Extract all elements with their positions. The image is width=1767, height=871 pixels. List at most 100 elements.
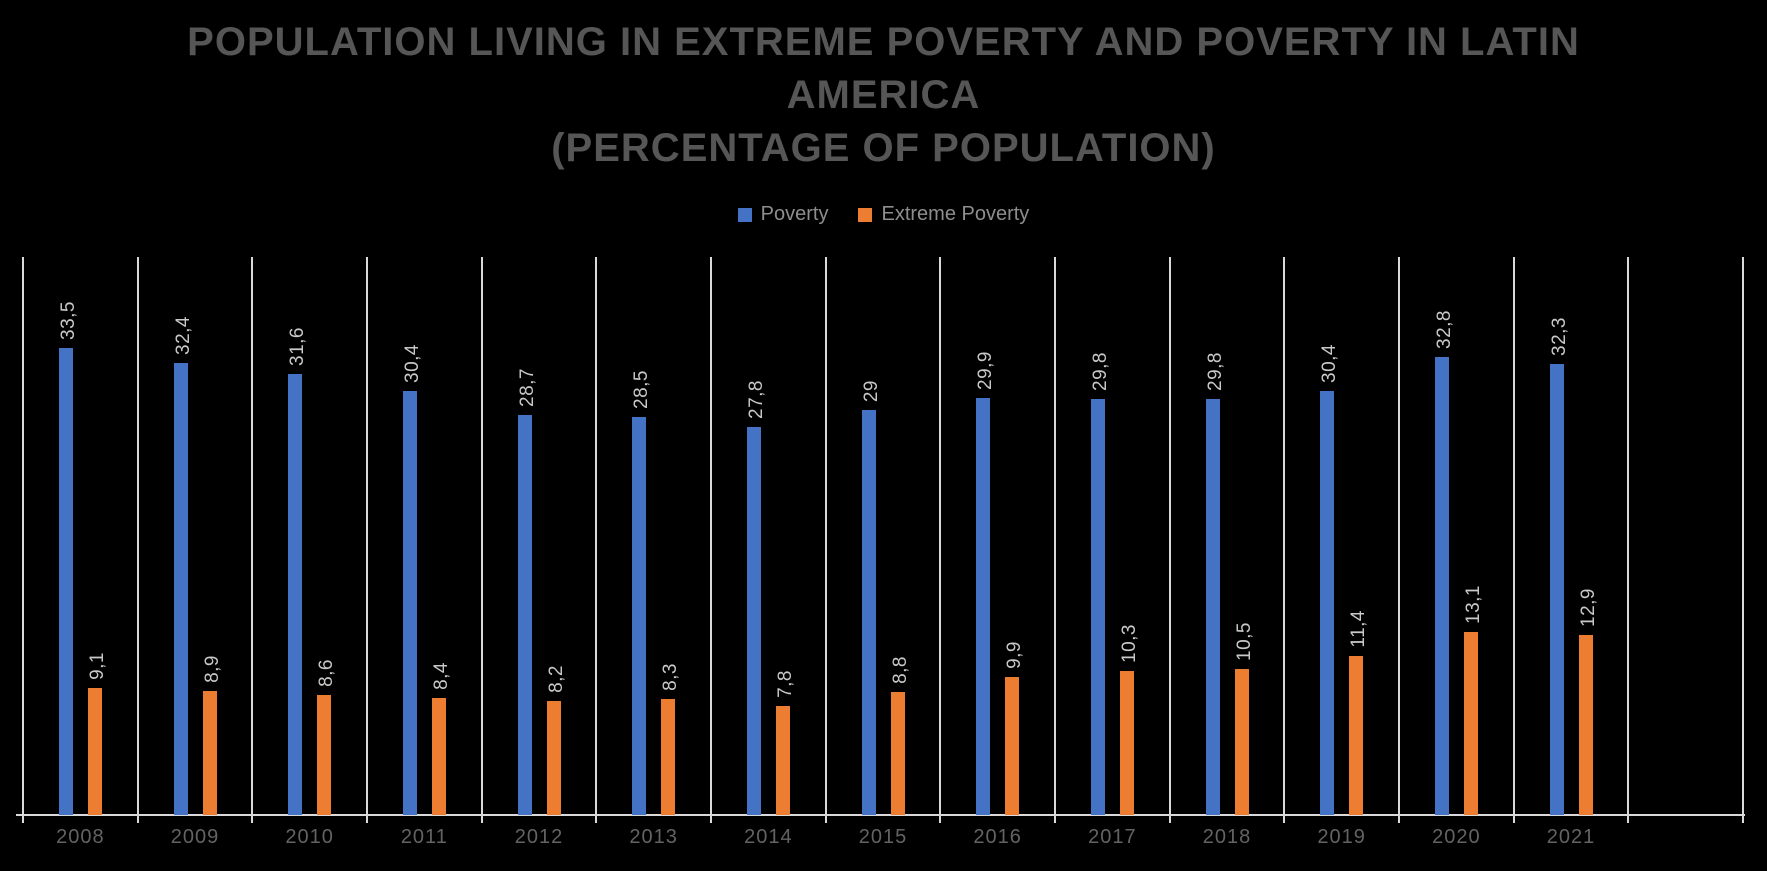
bar-extreme-poverty-2012	[546, 700, 561, 815]
vertical-gridline	[710, 257, 712, 815]
bar-poverty-2021	[1549, 364, 1564, 815]
data-label-poverty-2009: 32,4	[172, 316, 194, 356]
axis-tick	[595, 815, 598, 823]
vertical-gridline	[939, 257, 942, 815]
bar-extreme-poverty-2008	[87, 688, 102, 815]
axis-tick	[251, 815, 254, 823]
bar-poverty-2016	[976, 397, 991, 815]
vertical-gridline	[251, 257, 254, 815]
x-axis-label-2012: 2012	[514, 826, 564, 848]
x-axis-label-2020: 2020	[1432, 826, 1481, 848]
vertical-gridline	[366, 257, 368, 815]
x-axis-label-2014: 2014	[744, 826, 793, 848]
legend-item-extreme-poverty: Extreme Poverty	[858, 203, 1029, 226]
x-axis-label-2021: 2021	[1546, 826, 1596, 848]
data-label-poverty-2018: 29,8	[1204, 352, 1226, 392]
data-label-extreme-poverty-2010: 8,6	[316, 659, 338, 688]
x-axis-label-2008: 2008	[56, 826, 105, 848]
x-axis-label-2009: 2009	[170, 826, 220, 848]
axis-tick	[1742, 815, 1744, 823]
axis-tick	[1512, 815, 1515, 823]
vertical-gridline	[595, 257, 598, 815]
chart-title: POPULATION LIVING IN EXTREME POVERTY AND…	[0, 16, 1767, 175]
bar-extreme-poverty-2021	[1578, 635, 1593, 815]
bar-extreme-poverty-2015	[890, 692, 905, 815]
axis-tick	[710, 815, 712, 823]
poverty-swatch-icon	[737, 207, 752, 222]
x-axis-label-2013: 2013	[629, 826, 678, 848]
bar-extreme-poverty-2017	[1119, 671, 1134, 815]
x-axis-label-2017: 2017	[1088, 826, 1137, 848]
data-label-poverty-2014: 27,8	[745, 380, 767, 420]
data-label-extreme-poverty-2014: 7,8	[774, 670, 796, 699]
bar-extreme-poverty-2016	[1005, 676, 1020, 815]
data-label-extreme-poverty-2018: 10,5	[1233, 621, 1255, 661]
bar-extreme-poverty-2019	[1349, 655, 1364, 815]
bar-extreme-poverty-2018	[1234, 668, 1249, 815]
data-label-extreme-poverty-2015: 8,8	[889, 656, 911, 685]
legend-item-poverty: Poverty	[737, 203, 829, 226]
data-label-poverty-2011: 30,4	[401, 343, 423, 383]
bar-poverty-2011	[402, 390, 417, 815]
axis-tick	[1627, 815, 1630, 823]
data-label-extreme-poverty-2011: 8,4	[430, 661, 452, 690]
bar-poverty-2009	[173, 363, 188, 815]
axis-tick	[824, 815, 827, 823]
bar-extreme-poverty-2020	[1463, 632, 1478, 815]
extreme-poverty-swatch-icon	[858, 207, 873, 222]
bar-poverty-2012	[517, 414, 532, 815]
vertical-gridline	[1512, 257, 1515, 815]
data-label-extreme-poverty-2019: 11,4	[1348, 610, 1370, 648]
data-label-poverty-2016: 29,9	[975, 350, 997, 390]
bar-extreme-poverty-2010	[317, 695, 332, 815]
vertical-gridline	[1283, 257, 1286, 815]
data-label-extreme-poverty-2013: 8,3	[660, 663, 682, 692]
legend-label-poverty: Poverty	[760, 203, 829, 225]
bar-poverty-2015	[861, 410, 876, 815]
bar-poverty-2019	[1320, 390, 1335, 815]
x-axis-label-2010: 2010	[285, 826, 334, 848]
chart-legend: Poverty Extreme Poverty	[0, 203, 1767, 226]
data-label-poverty-2021: 32,3	[1548, 317, 1570, 357]
data-label-extreme-poverty-2016: 9,9	[1004, 640, 1026, 669]
bar-poverty-2013	[632, 417, 647, 815]
legend-label-extreme-poverty: Extreme Poverty	[881, 203, 1030, 225]
axis-tick	[1283, 815, 1286, 823]
axis-tick	[939, 815, 942, 823]
vertical-gridline	[480, 257, 483, 815]
x-axis-label-2019: 2019	[1317, 826, 1366, 848]
data-label-extreme-poverty-2009: 8,9	[201, 654, 223, 683]
data-label-poverty-2013: 28,5	[631, 370, 653, 410]
bar-poverty-2008	[58, 347, 73, 815]
chart-title-line-3: (PERCENTAGE OF POPULATION)	[551, 126, 1216, 170]
data-label-extreme-poverty-2012: 8,2	[545, 664, 567, 693]
chart-title-line-1: POPULATION LIVING IN EXTREME POVERTY AND…	[187, 20, 1580, 64]
x-axis-label-2011: 2011	[400, 826, 448, 848]
data-label-poverty-2017: 29,8	[1089, 352, 1111, 392]
axis-tick	[480, 815, 483, 823]
data-label-extreme-poverty-2020: 13,1	[1462, 585, 1484, 625]
vertical-gridline	[136, 257, 139, 815]
vertical-gridline	[824, 257, 827, 815]
vertical-gridline	[1168, 257, 1171, 815]
vertical-gridline	[1627, 257, 1630, 815]
data-label-poverty-2008: 33,5	[57, 300, 79, 340]
chart-title-line-2: AMERICA	[786, 73, 981, 117]
bar-extreme-poverty-2009	[202, 690, 217, 815]
x-axis-line	[16, 814, 1745, 816]
bar-poverty-2014	[746, 427, 761, 815]
axis-tick	[366, 815, 368, 823]
vertical-gridline	[22, 257, 24, 815]
x-axis-label-2015: 2015	[858, 826, 908, 848]
bar-extreme-poverty-2014	[775, 706, 790, 815]
data-label-poverty-2020: 32,8	[1433, 310, 1455, 350]
data-label-poverty-2012: 28,7	[516, 367, 538, 407]
data-label-poverty-2019: 30,4	[1319, 343, 1341, 383]
axis-tick	[136, 815, 139, 823]
x-axis-label-2018: 2018	[1202, 826, 1252, 848]
data-label-poverty-2015: 29	[860, 380, 882, 403]
data-label-extreme-poverty-2017: 10,3	[1118, 624, 1140, 664]
bar-extreme-poverty-2013	[661, 699, 676, 815]
